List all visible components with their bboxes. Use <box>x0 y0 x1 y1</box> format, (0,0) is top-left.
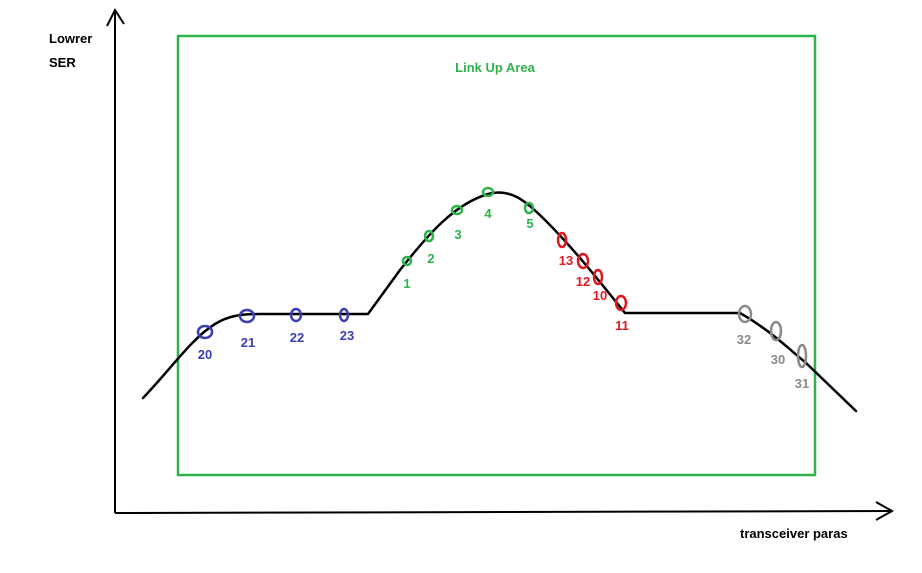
marker-circle-20 <box>196 324 214 340</box>
marker-circle-13 <box>556 231 568 249</box>
marker-label-4: 4 <box>484 206 492 221</box>
y-axis-label-line2: SER <box>49 55 76 70</box>
marker-circle-21 <box>238 308 256 324</box>
marker-circle-23 <box>338 307 350 323</box>
marker-circle-30 <box>769 320 783 342</box>
marker-circle-2 <box>423 229 435 243</box>
x-axis <box>114 501 895 521</box>
marker-circle-3 <box>450 204 464 216</box>
link-up-area-label: Link Up Area <box>455 60 535 75</box>
marker-circle-5 <box>523 201 535 215</box>
marker-circle-10 <box>592 268 604 286</box>
marker-label-10: 10 <box>593 288 607 303</box>
marker-circle-12 <box>576 252 590 270</box>
marker-label-22: 22 <box>290 330 304 345</box>
marker-label-5: 5 <box>526 216 533 231</box>
marker-circle-1 <box>401 255 413 267</box>
marker-label-23: 23 <box>340 328 354 343</box>
y-axis-label-line1: Lowrer <box>49 31 92 46</box>
marker-label-3: 3 <box>454 227 461 242</box>
marker-label-21: 21 <box>241 335 255 350</box>
marker-label-20: 20 <box>198 347 212 362</box>
marker-label-12: 12 <box>576 274 590 289</box>
marker-label-1: 1 <box>403 276 410 291</box>
marker-circle-4 <box>481 186 495 198</box>
marker-circle-11 <box>614 294 628 312</box>
marker-label-13: 13 <box>559 253 573 268</box>
marker-label-11: 11 <box>615 318 629 333</box>
marker-circle-22 <box>289 307 303 323</box>
ser-curve <box>141 191 858 413</box>
marker-label-2: 2 <box>427 251 434 266</box>
y-axis <box>106 7 125 513</box>
marker-label-30: 30 <box>771 352 785 367</box>
marker-circle-31 <box>796 343 808 369</box>
marker-label-32: 32 <box>737 332 751 347</box>
marker-circle-32 <box>737 304 753 324</box>
x-axis-label: transceiver paras <box>740 526 848 541</box>
link-up-area-box <box>176 34 817 477</box>
marker-label-31: 31 <box>795 376 809 391</box>
